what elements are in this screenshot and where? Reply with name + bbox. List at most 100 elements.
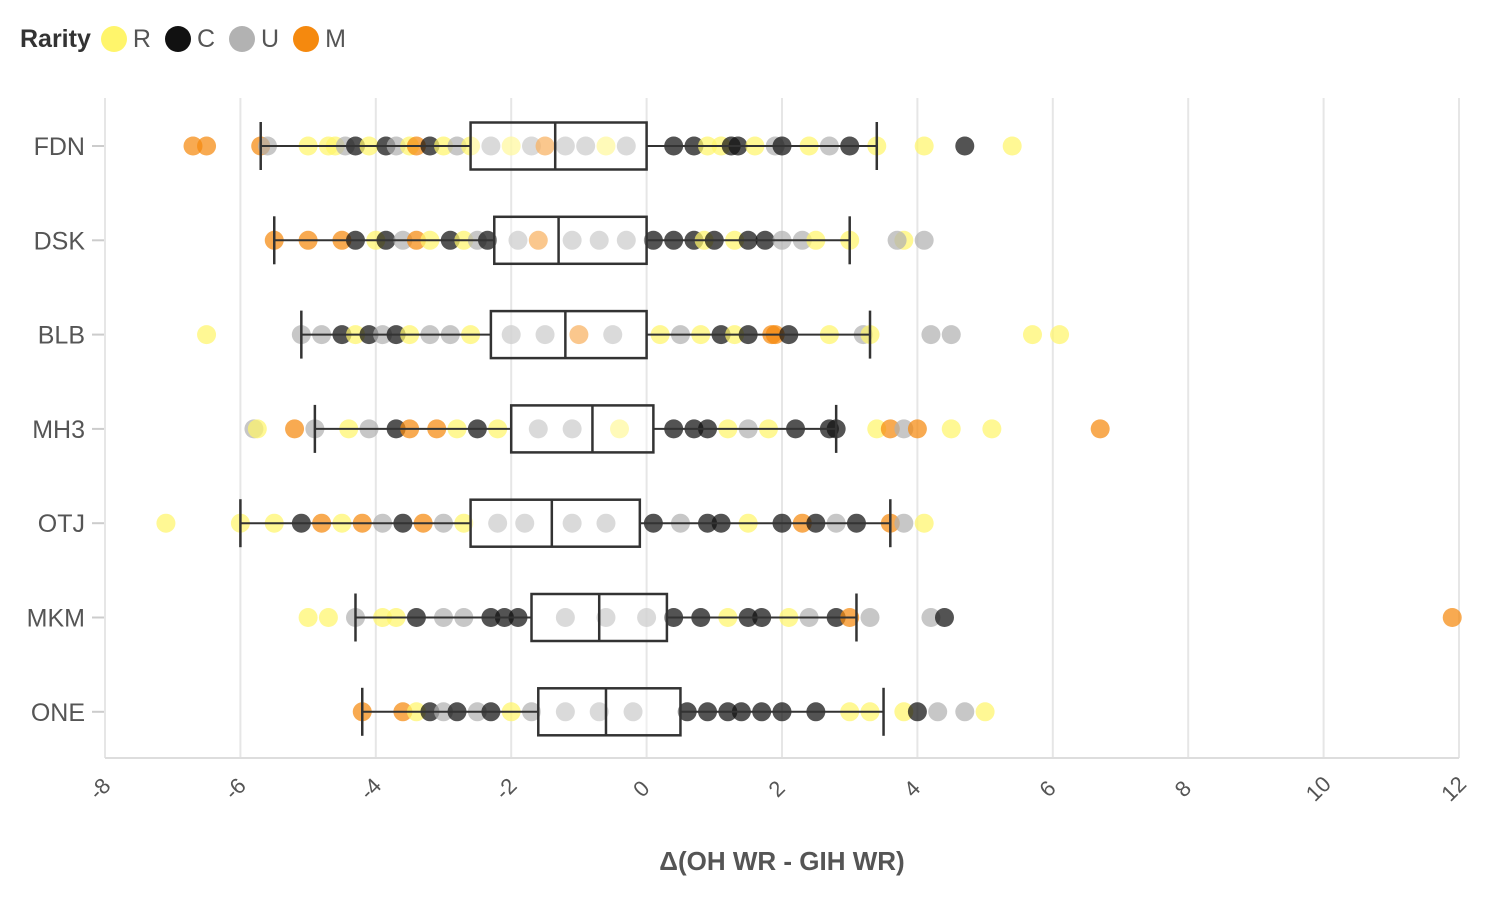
data-point xyxy=(535,136,555,156)
legend-item-m[interactable]: M xyxy=(293,25,346,54)
box xyxy=(489,309,648,360)
data-point xyxy=(528,419,548,439)
x-tick-label: 10 xyxy=(1301,771,1336,806)
data-point xyxy=(921,608,941,627)
data-point xyxy=(197,136,217,156)
data-point xyxy=(1442,608,1462,627)
x-axis: -8 -6 -4 -2 0 2 4 6 8 10 12 xyxy=(84,771,1471,806)
legend-item-r[interactable]: R xyxy=(100,24,151,54)
data-point xyxy=(941,325,961,345)
data-point xyxy=(894,702,914,722)
legend-label-r: R xyxy=(132,24,151,53)
data-point xyxy=(860,608,880,627)
data-point xyxy=(535,325,555,345)
legend-label-u: U xyxy=(261,24,280,53)
y-tick-label: MH3 xyxy=(32,416,85,444)
legend-dot-m xyxy=(293,26,320,52)
data-point xyxy=(247,419,267,439)
data-point xyxy=(907,702,927,722)
data-point xyxy=(982,419,1002,439)
data-point xyxy=(596,513,616,533)
legend-dot-u xyxy=(229,26,255,52)
legend: Rarity R C U M xyxy=(20,22,360,56)
data-point xyxy=(914,136,934,156)
data-point xyxy=(616,230,636,250)
data-point xyxy=(576,136,596,156)
y-tick-label: FDN xyxy=(34,133,85,161)
data-point xyxy=(1050,325,1070,345)
x-tick-label: 0 xyxy=(628,776,654,802)
data-point xyxy=(907,419,927,439)
y-tick-label: BLB xyxy=(38,322,85,350)
box xyxy=(537,687,682,737)
data-point xyxy=(914,513,934,533)
data-point xyxy=(183,136,203,156)
y-tick-label: DSK xyxy=(34,227,86,255)
data-point xyxy=(501,136,521,156)
x-tick-label: 4 xyxy=(899,776,925,802)
data-point xyxy=(569,325,589,345)
data-point xyxy=(894,419,914,439)
legend-item-u[interactable]: U xyxy=(229,25,279,54)
box xyxy=(509,404,655,454)
y-tick-label: ONE xyxy=(31,699,85,727)
box xyxy=(469,498,642,548)
data-point xyxy=(1022,325,1042,345)
gridlines xyxy=(104,98,1460,759)
legend-label-m: M xyxy=(325,24,346,53)
box xyxy=(493,215,648,266)
data-point xyxy=(880,419,900,439)
x-tick-label: 12 xyxy=(1436,771,1471,806)
data-point xyxy=(298,608,318,627)
data-point xyxy=(867,419,887,439)
legend-label-c: C xyxy=(196,24,215,53)
legend-dot-r xyxy=(100,26,127,52)
data-point xyxy=(596,608,616,627)
data-point xyxy=(934,608,954,627)
data-point xyxy=(955,136,975,156)
data-point xyxy=(955,702,975,722)
legend-dot-c xyxy=(164,26,191,52)
data-point xyxy=(894,513,914,533)
legend-item-c[interactable]: C xyxy=(164,24,215,54)
data-point xyxy=(596,136,616,156)
data-point xyxy=(562,230,582,250)
y-axis: FDN DSK BLB MH3 OTJ MKM ONE xyxy=(27,133,104,727)
data-point xyxy=(562,419,582,439)
y-tick-label: OTJ xyxy=(38,510,85,538)
legend-title: Rarity xyxy=(20,24,91,53)
data-point xyxy=(197,325,217,345)
data-point xyxy=(501,325,521,345)
data-point xyxy=(637,608,657,627)
y-tick-label: MKM xyxy=(27,605,85,633)
data-point xyxy=(318,608,338,627)
data-point xyxy=(928,702,948,722)
box-plots xyxy=(239,121,892,737)
data-point xyxy=(603,325,623,345)
data-point xyxy=(562,513,582,533)
box xyxy=(469,121,648,171)
data-point xyxy=(508,230,528,250)
data-point xyxy=(941,419,961,439)
data-point xyxy=(921,325,941,345)
data-point xyxy=(481,136,501,156)
data-point xyxy=(555,702,575,722)
data-point xyxy=(515,513,535,533)
x-tick-label: 6 xyxy=(1034,776,1060,802)
x-tick-label: 2 xyxy=(764,776,790,802)
data-point xyxy=(589,230,609,250)
data-point xyxy=(975,702,995,722)
data-point xyxy=(1002,136,1022,156)
data-point xyxy=(156,513,176,533)
x-tick-label: -4 xyxy=(355,773,387,805)
data-point xyxy=(589,702,609,722)
data-point xyxy=(285,419,305,439)
data-point xyxy=(616,136,636,156)
x-axis-title: Δ(OH WR - GIH WR) xyxy=(659,846,904,876)
x-tick-label: 8 xyxy=(1170,776,1196,802)
data-point xyxy=(555,608,575,627)
data-point xyxy=(610,419,630,439)
data-point xyxy=(488,513,508,533)
data-point xyxy=(522,136,542,156)
